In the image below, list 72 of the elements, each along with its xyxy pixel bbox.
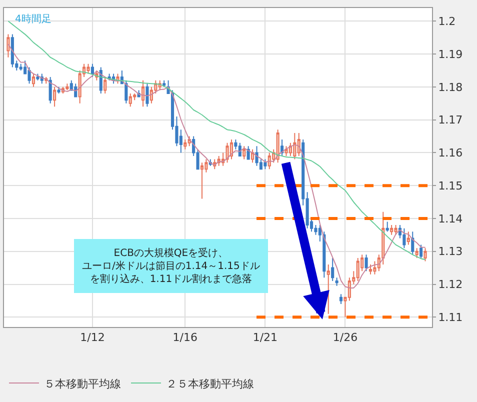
y-tick-label: 1.2: [438, 15, 456, 28]
candlestick: [368, 264, 372, 275]
candlestick: [339, 294, 343, 304]
line-series: [8, 44, 426, 288]
y-tick-label: 1.19: [438, 48, 463, 61]
candlestick: [128, 93, 132, 108]
candlestick: [246, 146, 250, 160]
candlestick: [188, 136, 191, 147]
candlestick: [116, 73, 120, 84]
y-tick-label: 1.12: [438, 278, 463, 292]
candlestick: [124, 80, 128, 104]
candlestick: [331, 257, 334, 282]
y-tick-label: 1.11: [438, 310, 463, 324]
candlestick: [293, 132, 296, 160]
candlestick: [53, 86, 56, 108]
candlestick: [255, 146, 258, 166]
candlestick: [104, 76, 107, 94]
candlestick: [276, 129, 280, 164]
y-tick-label: 1.13: [438, 245, 463, 258]
candlestick: [411, 231, 414, 256]
candlestick: [86, 63, 90, 74]
x-tick-label: 1/16: [172, 331, 198, 344]
candlestick: [19, 63, 22, 71]
x-tick-label: 1/12: [80, 331, 105, 344]
candlestick: [32, 73, 36, 88]
candlestick: [386, 221, 389, 232]
candlestick: [420, 244, 423, 258]
candlestick: [146, 83, 149, 108]
candlestick: [238, 142, 242, 156]
candlestick: [264, 158, 267, 170]
candlestick: [364, 254, 368, 272]
candlestick: [318, 224, 322, 242]
candlestick: [184, 139, 187, 150]
candlestick: [356, 257, 360, 282]
candlestick: [66, 83, 69, 91]
candlestick: [390, 224, 394, 236]
candlestick: [394, 224, 398, 236]
y-tick-label: 1.16: [438, 146, 463, 160]
candlestick: [90, 63, 94, 78]
candlestick: [99, 66, 102, 94]
candlestick: [74, 83, 78, 98]
candlestick: [424, 248, 427, 262]
y-tick-label: 1.17: [438, 114, 463, 127]
annotation: ECBの大規模QEを受け、ユーロ/米ドルは節目の1.14～1.15ドルを割り込み、1.11ドル割れまで急落: [82, 247, 260, 285]
legend-label: ２５本移動平均線: [166, 377, 254, 390]
candlestick: [335, 277, 338, 286]
candlestick: [230, 139, 234, 160]
y-tick-label: 1.18: [438, 80, 463, 94]
candlestick: [141, 80, 145, 108]
candlestick: [322, 231, 326, 278]
legend-label: ５本移動平均線: [44, 377, 121, 390]
x-tick-label: 1/26: [332, 331, 358, 344]
x-tick-label: 1/21: [252, 331, 278, 344]
candlestick: [48, 76, 52, 104]
candlestick: [284, 146, 288, 156]
annotation: 4時間足: [15, 13, 52, 25]
candlestick: [57, 86, 60, 94]
candlestick: [36, 73, 40, 81]
y-tick-label: 1.15: [438, 179, 463, 192]
candlestick: [162, 80, 166, 88]
candlestick: [268, 152, 271, 170]
candlestick: [6, 34, 10, 58]
candlestick: [226, 142, 229, 164]
candlestick: [297, 132, 300, 156]
candlestick: [406, 231, 410, 246]
candlestick: [200, 162, 204, 200]
y-tick-label: 1.14: [438, 212, 463, 226]
candlestick: [242, 146, 246, 160]
candlestick: [251, 148, 254, 164]
candlestick: [415, 248, 418, 258]
candlestick: [402, 228, 406, 249]
candlestick: [10, 34, 14, 68]
